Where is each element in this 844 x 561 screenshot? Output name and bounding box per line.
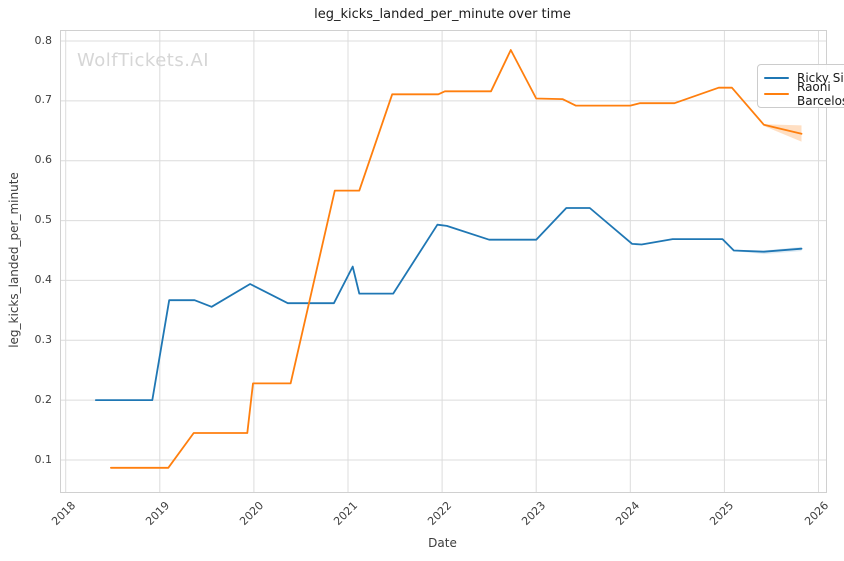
legend-entry-raoni-barcelos: Raoni Barcelos <box>764 80 844 108</box>
y-tick-label: 0.7 <box>34 93 53 107</box>
y-tick-label: 0.2 <box>34 392 53 406</box>
legend-entry-ricky-simon: Ricky Simon <box>764 70 844 86</box>
plot-area: WolfTickets.AI Ricky Simon Raoni Barcelo… <box>60 30 844 493</box>
series-line <box>110 49 803 469</box>
plot-svg <box>61 31 826 492</box>
y-tick-label: 0.5 <box>34 213 53 227</box>
y-axis-label: leg_kicks_landed_per_minute <box>7 172 21 348</box>
x-tick-label: 2024 <box>613 499 643 528</box>
x-tick-label: 2021 <box>331 499 361 528</box>
y-tick-label: 0.1 <box>34 452 53 466</box>
y-axis-tick-labels: 0.1 0.2 0.3 0.4 0.5 0.6 0.7 0.8 <box>0 30 53 491</box>
x-tick-label: 2026 <box>801 499 831 528</box>
x-axis-label: Date <box>428 536 457 550</box>
legend-label: Raoni Barcelos <box>797 80 844 108</box>
y-tick-label: 0.4 <box>34 272 53 286</box>
x-tick-label: 2020 <box>237 499 267 528</box>
x-tick-label: 2023 <box>519 499 549 528</box>
legend-line-sample-blue <box>764 77 789 79</box>
confidence-band <box>763 124 802 142</box>
legend-line-sample-orange <box>764 93 789 95</box>
x-tick-label: 2022 <box>425 499 455 528</box>
y-tick-label: 0.3 <box>34 332 53 346</box>
series-line <box>94 207 803 402</box>
x-tick-label: 2025 <box>707 499 737 528</box>
x-tick-label: 2018 <box>48 499 78 528</box>
chart-title: leg_kicks_landed_per_minute over time <box>314 7 571 22</box>
legend: Ricky Simon Raoni Barcelos <box>757 64 844 108</box>
watermark: WolfTickets.AI <box>77 50 210 71</box>
y-tick-label: 0.6 <box>34 153 53 167</box>
x-tick-label: 2019 <box>143 499 173 528</box>
y-tick-label: 0.8 <box>34 33 53 47</box>
legend-label: Ricky Simon <box>797 71 844 85</box>
